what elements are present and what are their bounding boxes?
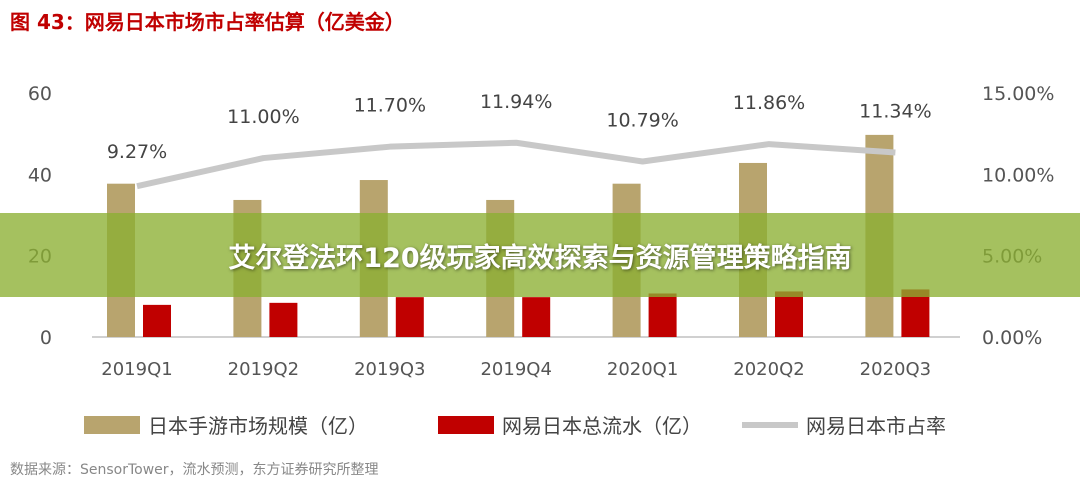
data-label: 11.86% — [733, 92, 805, 114]
bar-netease-revenue — [648, 293, 677, 337]
x-tick-label: 2020Q3 — [860, 359, 931, 380]
bar-netease-revenue — [775, 291, 803, 337]
bar-netease-revenue — [395, 297, 424, 337]
legend-swatch — [84, 416, 140, 434]
x-tick-label: 2019Q1 — [101, 359, 172, 380]
y-right-tick: 0.00% — [982, 327, 1042, 349]
legend-label: 网易日本总流水（亿） — [502, 414, 702, 438]
x-tick-label: 2019Q4 — [480, 359, 551, 380]
y-right-tick: 15.00% — [982, 83, 1054, 105]
bar-netease-revenue — [901, 289, 930, 337]
legend-swatch — [438, 416, 494, 434]
bar-netease-revenue — [522, 297, 551, 337]
x-tick-label: 2020Q1 — [607, 359, 678, 380]
source-note: 数据来源：SensorTower，流水预测，东方证券研究所整理 — [10, 462, 379, 478]
data-label: 10.79% — [606, 109, 678, 131]
line-market-share — [136, 139, 896, 190]
banner-text: 艾尔登法环120级玩家高效探索与资源管理策略指南 — [228, 242, 852, 274]
legend-label: 网易日本市占率 — [806, 414, 946, 438]
legend-label: 日本手游市场规模（亿） — [148, 414, 368, 438]
x-tick-label: 2020Q2 — [733, 359, 804, 380]
y-left-tick: 0 — [40, 327, 52, 349]
data-label: 9.27% — [107, 141, 167, 163]
bar-netease-revenue — [143, 304, 171, 337]
data-label: 11.94% — [480, 91, 552, 113]
x-tick-label: 2019Q3 — [354, 359, 425, 380]
figure-title: 图 43：网易日本市场市占率估算（亿美金） — [10, 10, 405, 34]
data-label: 11.70% — [354, 95, 426, 117]
y-left-tick: 60 — [28, 83, 52, 105]
data-label: 11.00% — [227, 106, 299, 128]
bar-netease-revenue — [269, 302, 298, 337]
y-left-tick: 40 — [28, 164, 52, 186]
overlay-banner: 艾尔登法环120级玩家高效探索与资源管理策略指南 — [0, 213, 1080, 297]
data-label: 11.34% — [859, 101, 931, 123]
x-tick-label: 2019Q2 — [228, 359, 299, 380]
y-right-tick: 10.00% — [982, 164, 1054, 186]
